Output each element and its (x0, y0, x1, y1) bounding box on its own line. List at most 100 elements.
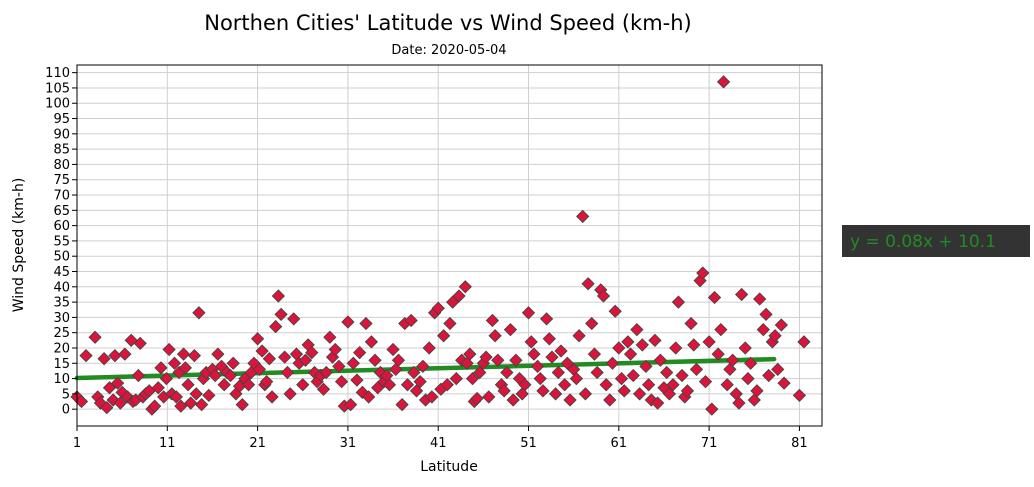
data-point (319, 365, 333, 380)
data-point (334, 375, 349, 389)
data-point (744, 356, 758, 370)
equation-background (842, 225, 1030, 257)
data-point (169, 390, 183, 404)
data-point (479, 350, 493, 364)
data-point (774, 318, 789, 332)
x-axis-label: Latitude (420, 459, 478, 475)
x-tick-label: 71 (701, 436, 718, 451)
data-point (413, 375, 427, 389)
data-point (346, 356, 360, 370)
data-point (226, 356, 240, 370)
x-tick-label: 21 (249, 436, 266, 451)
data-point (539, 312, 554, 326)
data-point (443, 316, 457, 331)
data-point (202, 388, 216, 403)
data-point (362, 390, 376, 404)
data-point (400, 378, 415, 392)
y-tick-label: 15 (53, 357, 70, 372)
x-tick-label: 11 (159, 436, 176, 451)
data-point (431, 301, 445, 315)
data-point (545, 350, 559, 364)
y-tick-label: 20 (53, 341, 70, 356)
data-point (617, 384, 631, 398)
data-point (305, 345, 319, 360)
data-point (187, 348, 202, 363)
data-point (687, 338, 701, 352)
data-point (488, 329, 502, 343)
y-tick-label: 90 (53, 127, 70, 142)
data-point (154, 361, 168, 375)
data-point (265, 390, 279, 404)
x-tick-label: 1 (73, 436, 81, 451)
data-point (500, 365, 514, 380)
data-point (585, 316, 599, 331)
y-tick-label: 110 (45, 66, 70, 81)
plot-frame (76, 64, 823, 427)
data-point (133, 336, 147, 351)
grid-lines (76, 65, 822, 426)
data-point (473, 365, 487, 380)
x-tick-label: 31 (340, 436, 357, 451)
data-point (386, 342, 400, 357)
data-point (359, 316, 373, 331)
data-point (648, 333, 662, 347)
chart-subtitle: Date: 2020-05-04 (391, 43, 506, 58)
data-point (771, 362, 785, 377)
data-point (572, 329, 586, 343)
data-point (131, 368, 146, 383)
data-point (608, 304, 622, 318)
data-point (632, 387, 647, 401)
x-tick-label: 41 (430, 436, 447, 451)
data-point (684, 316, 698, 331)
data-point (768, 329, 782, 343)
data-point (343, 397, 358, 412)
data-point (716, 75, 731, 89)
y-tick-label: 85 (53, 143, 70, 158)
y-tick-label: 80 (53, 158, 70, 173)
data-point (262, 352, 276, 366)
y-tick-label: 30 (53, 311, 70, 326)
data-point (750, 384, 764, 398)
y-tick-label: 100 (45, 97, 70, 112)
data-point (777, 376, 791, 390)
data-point (603, 393, 617, 407)
data-point (283, 387, 297, 401)
data-point (675, 368, 689, 383)
data-point (353, 345, 367, 360)
data-point (653, 353, 667, 367)
data-point (623, 347, 638, 361)
data-point (178, 361, 193, 375)
data-point (485, 313, 500, 328)
data-point (738, 341, 752, 355)
data-point (368, 353, 382, 367)
data-point (148, 399, 162, 413)
data-point (590, 365, 604, 380)
data-point (711, 347, 725, 361)
data-point (660, 365, 674, 380)
data-point (113, 396, 127, 410)
y-axis-ticks: 0510152025303540455055606570758085909510… (45, 66, 77, 418)
data-point (235, 397, 249, 412)
data-point (702, 335, 716, 349)
data-point (181, 378, 195, 392)
data-point (542, 332, 556, 346)
data-point (110, 376, 125, 390)
data-point (208, 368, 222, 383)
data-point (557, 378, 572, 392)
data-point (680, 384, 695, 398)
y-tick-label: 70 (53, 189, 70, 204)
data-point (630, 322, 644, 337)
y-tick-label: 25 (53, 326, 70, 341)
data-point (503, 322, 518, 337)
y-tick-label: 50 (53, 250, 70, 265)
data-point (569, 371, 584, 386)
data-point (527, 347, 541, 361)
data-point (120, 390, 135, 404)
data-point (762, 368, 776, 383)
data-point (274, 307, 288, 321)
data-point (194, 397, 209, 412)
data-point (189, 387, 203, 401)
data-point (102, 381, 117, 395)
data-point (621, 335, 635, 349)
data-point (705, 402, 719, 416)
